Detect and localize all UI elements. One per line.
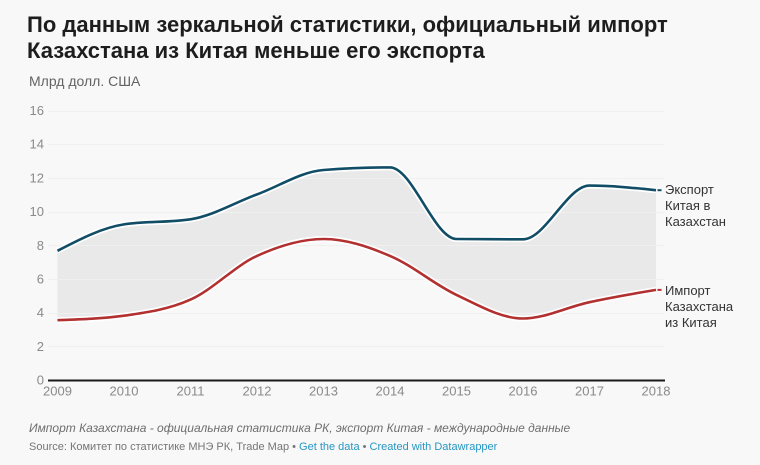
svg-text:2010: 2010 (110, 384, 139, 399)
svg-text:2: 2 (37, 339, 44, 354)
svg-text:4: 4 (37, 305, 44, 320)
svg-text:16: 16 (30, 103, 44, 118)
svg-text:2016: 2016 (509, 384, 538, 399)
svg-text:2011: 2011 (177, 384, 205, 399)
svg-text:0: 0 (37, 373, 44, 388)
svg-text:6: 6 (37, 271, 44, 286)
svg-text:8: 8 (37, 238, 44, 253)
svg-text:2013: 2013 (309, 384, 338, 399)
svg-text:2014: 2014 (376, 384, 405, 399)
svg-text:2017: 2017 (575, 384, 604, 399)
svg-text:2009: 2009 (43, 384, 72, 399)
svg-text:10: 10 (30, 204, 44, 219)
svg-text:14: 14 (30, 137, 44, 152)
svg-text:2018: 2018 (642, 384, 671, 399)
svg-text:12: 12 (30, 170, 44, 185)
svg-text:2015: 2015 (442, 384, 471, 399)
svg-text:2012: 2012 (243, 384, 272, 399)
